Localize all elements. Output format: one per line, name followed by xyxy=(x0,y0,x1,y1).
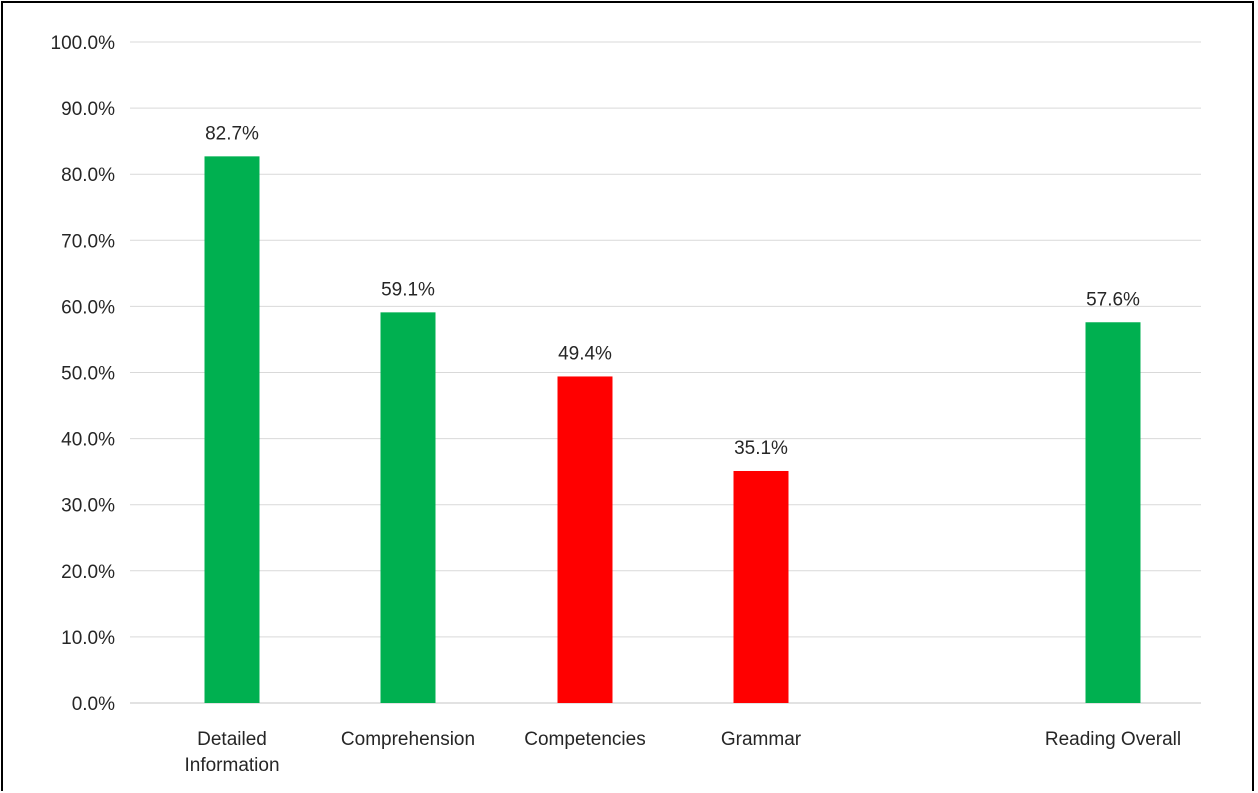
bar-chart: 0.0% 10.0% 20.0% 30.0% 40.0% 50.0% 60.0% 70.0% 8… xyxy=(51,33,1201,776)
bar xyxy=(204,156,260,703)
bar xyxy=(733,470,789,703)
data-label: 57.6% xyxy=(1086,289,1140,310)
data-label: 82.7% xyxy=(205,123,259,144)
data-label: 35.1% xyxy=(734,438,788,459)
data-label: 49.4% xyxy=(558,343,612,364)
category-label-line: Comprehension xyxy=(341,729,475,750)
y-tick-label: 40.0% xyxy=(61,430,115,451)
y-tick-label: 10.0% xyxy=(61,628,115,649)
data-label: 59.1% xyxy=(381,279,435,300)
bar xyxy=(380,312,436,703)
y-tick-label: 50.0% xyxy=(61,364,115,385)
category-label: Competencies xyxy=(524,729,645,750)
y-tick-label: 90.0% xyxy=(61,99,115,120)
y-tick-label: 70.0% xyxy=(61,231,115,252)
y-tick-label: 0.0% xyxy=(72,694,115,715)
bar xyxy=(1085,322,1141,703)
category-label-line: Detailed xyxy=(197,729,267,750)
y-axis-ticks: 0.0% 10.0% 20.0% 30.0% 40.0% 50.0% 60.0% 70.0% 8… xyxy=(51,33,116,715)
y-tick-label: 100.0% xyxy=(51,33,116,54)
category-label: Comprehension xyxy=(341,729,475,750)
category-label: Reading Overall xyxy=(1045,729,1181,750)
bars xyxy=(204,156,1141,703)
category-label-line: Reading Overall xyxy=(1045,729,1181,750)
y-tick-label: 80.0% xyxy=(61,165,115,186)
y-tick-label: 20.0% xyxy=(61,562,115,583)
category-label-line: Competencies xyxy=(524,729,645,750)
y-tick-label: 60.0% xyxy=(61,297,115,318)
category-label: Detailed Information xyxy=(184,729,279,776)
y-tick-label: 30.0% xyxy=(61,496,115,517)
category-label-line: Grammar xyxy=(721,729,802,750)
data-labels: 82.7% 59.1% 49.4% 35.1% 57.6% xyxy=(205,123,1140,459)
category-label-line: Information xyxy=(184,755,279,776)
bar xyxy=(557,376,613,703)
gridlines xyxy=(130,41,1201,704)
category-labels: Detailed Information Comprehension Competen… xyxy=(184,729,1181,776)
category-label: Grammar xyxy=(721,729,802,750)
